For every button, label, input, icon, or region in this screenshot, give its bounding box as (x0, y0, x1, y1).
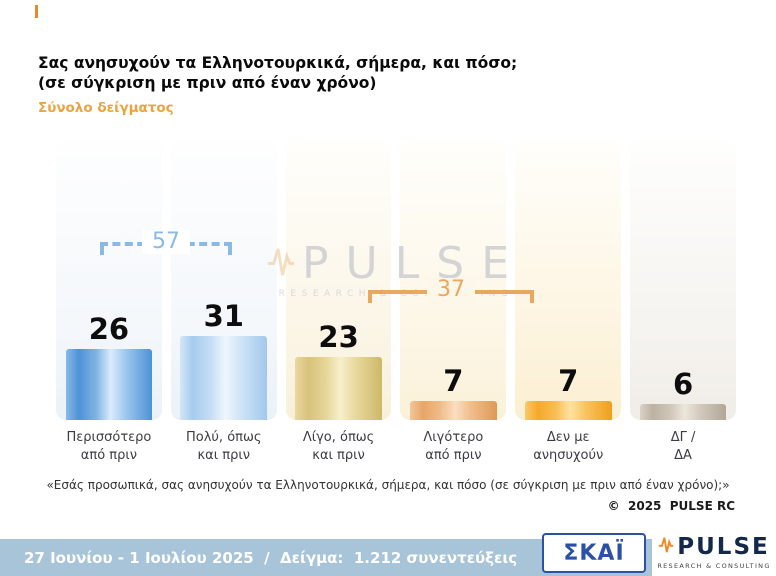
pulse-waveform-icon (658, 533, 674, 561)
group-total-label: 57 (142, 229, 190, 255)
chart-title-line2: (σε σύγκριση με πριν από έναν χρόνο) (38, 74, 377, 93)
column-panel: 23 (285, 140, 392, 420)
fieldwork-info: 27 Ιουνίου - 1 Ιουλίου 2025 / Δείγμα: 1.… (24, 549, 518, 567)
bar-6 (639, 404, 727, 420)
chart-column-6: 6 ΔΓ / ΔΑ (630, 140, 736, 464)
bar-value-label: 23 (318, 320, 359, 354)
bar-4 (410, 401, 497, 420)
skai-logo: ΣΚΑΪ (542, 533, 646, 573)
bar-value-label: 6 (672, 367, 694, 401)
category-label: Περισσότερο από πριν (66, 430, 152, 463)
bar-value-label: 31 (203, 299, 244, 333)
group-total-label: 37 (427, 277, 475, 303)
survey-question-quote: «Εσάς προσωπικά, σας ανησυχούν τα Ελληνο… (46, 478, 730, 492)
bracket-tick-right (228, 242, 232, 255)
column-panel: 6 (630, 140, 736, 420)
bar-value-label: 26 (88, 312, 130, 346)
group-bracket-worried: 57 (100, 229, 232, 255)
chart-column-1: 26 Περισσότερο από πριν (56, 140, 162, 464)
bracket-tick-right (530, 290, 534, 303)
bar-1 (65, 349, 153, 420)
category-label: Λίγο, όπως και πριν (302, 430, 375, 463)
bracket-tick-left (100, 242, 104, 255)
group-bracket-less-worried: 37 (368, 277, 534, 303)
category-label: Δεν με ανησυχούν (533, 430, 604, 463)
bar-2 (180, 336, 268, 420)
category-label: Πολύ, όπως και πριν (185, 430, 262, 463)
chart-column-2: 31 Πολύ, όπως και πριν (170, 140, 277, 464)
chart-column-5: 7 Δεν με ανησυχούν (515, 140, 622, 464)
column-panel: 26 (56, 140, 162, 420)
bar-chart: PULSE RESEARCH & CONSULTING 26 Περισσότερ… (56, 140, 736, 464)
category-label: Λιγότερο από πριν (423, 430, 484, 463)
pulse-logo: PULSE RESEARCH & CONSULTING (652, 526, 776, 576)
footer-band (0, 539, 776, 576)
chart-title-line1: Σας ανησυχούν τα Ελληνοτουρκικά, σήμερα,… (38, 54, 518, 72)
bracket-tick-left (368, 290, 372, 303)
chart-columns: 26 Περισσότερο από πριν 31 Πολύ, όπως και πρι… (56, 140, 736, 464)
chart-subtitle: Σύνολο δείγματος (38, 100, 174, 117)
copyright-note: © 2025 PULSE RC (607, 499, 735, 513)
pulse-logo-text: PULSE (677, 533, 770, 560)
bar-5 (524, 401, 612, 420)
bar-value-label: 7 (443, 364, 464, 398)
header: Σας ανησυχούν τα Ελληνοτουρκικά, σήμερα,… (38, 53, 517, 116)
chart-column-3: 23 Λίγο, όπως και πριν (285, 140, 392, 464)
bar-3 (295, 357, 382, 420)
pulse-logo-tagline: RESEARCH & CONSULTING (657, 561, 771, 570)
category-label: ΔΓ / ΔΑ (670, 430, 696, 463)
column-panel: 7 (515, 140, 622, 420)
skai-logo-text: ΣΚΑΪ (563, 540, 625, 566)
column-panel: 31 (170, 140, 277, 420)
top-left-accent-mark (35, 5, 38, 18)
bar-value-label: 7 (558, 364, 579, 398)
